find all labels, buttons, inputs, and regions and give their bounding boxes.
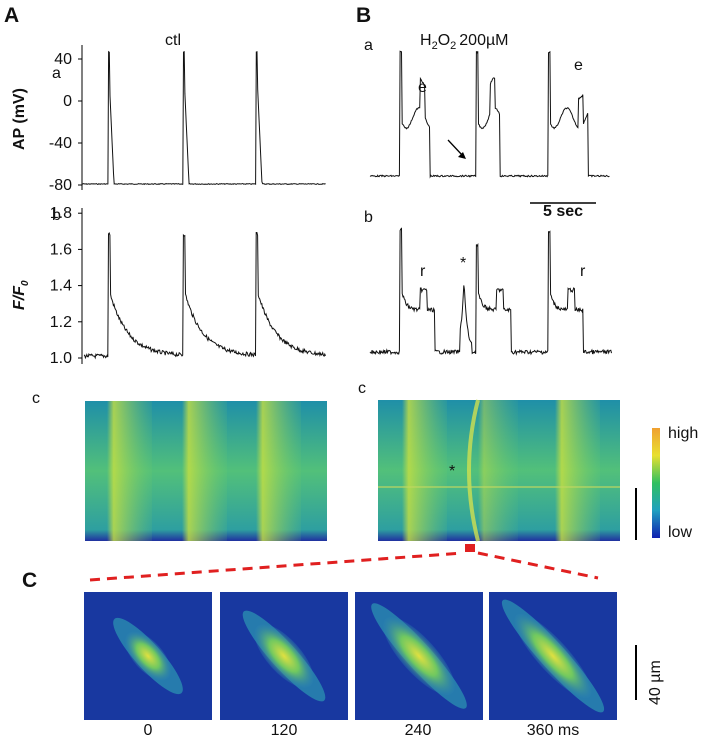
colorbar-label: high: [668, 425, 698, 442]
time-label: 0: [144, 722, 153, 739]
sub-label: b: [52, 207, 61, 224]
annotation: r: [420, 263, 426, 280]
cell-signal: [254, 624, 314, 688]
y-label: AP (mV): [11, 88, 28, 150]
arrow: [447, 139, 464, 157]
panel-label: C: [22, 569, 37, 592]
sub-label: a: [364, 37, 373, 54]
zoom-line: [477, 551, 599, 580]
trace: [369, 50, 610, 179]
annotation: e: [418, 79, 427, 96]
sub-label: c: [358, 380, 366, 397]
cell-signal: [125, 631, 171, 681]
title: ctl: [165, 32, 181, 49]
y-tick-label: 1.2: [50, 314, 72, 331]
sub-label: c: [32, 390, 40, 407]
y-tick-label: 1.6: [50, 241, 72, 258]
y-tick-label: 40: [54, 51, 72, 68]
y-tick-label: -40: [49, 135, 72, 152]
y-tick-label: 1.0: [50, 350, 72, 367]
time-label: 360 ms: [527, 722, 579, 739]
cell-signal: [514, 613, 592, 699]
linescan-ctl: [85, 401, 327, 541]
linescan-h2o2: *: [378, 399, 620, 542]
zoom-line: [89, 551, 464, 582]
scale-label: 40 µm: [647, 660, 664, 705]
sub-label: b: [364, 209, 373, 226]
panel-label: B: [356, 4, 371, 27]
panel-label: A: [4, 4, 19, 27]
time-label: 120: [271, 722, 298, 739]
time-marker: [465, 544, 475, 552]
annotation: *: [460, 255, 466, 272]
trace: [369, 227, 612, 356]
time-label: 240: [405, 722, 432, 739]
y-tick-label: -80: [49, 177, 72, 194]
y-tick-label: 1.8: [50, 205, 72, 222]
annotation: r: [580, 263, 586, 280]
sub-label: a: [52, 65, 61, 82]
marker: *: [449, 463, 455, 480]
trace: [82, 50, 326, 186]
cell-signal: [383, 617, 455, 695]
colorbar: [652, 428, 660, 538]
trace: [83, 231, 326, 360]
scale-label: 5 sec: [543, 203, 583, 220]
colorbar-label: low: [668, 524, 692, 541]
y-tick-label: 1.4: [50, 278, 72, 295]
y-tick-label: 0: [63, 93, 72, 110]
y-label: F/F0: [11, 280, 31, 310]
arrow-head: [458, 152, 466, 159]
annotation: e: [574, 57, 583, 74]
title: H2O2 200µM: [420, 32, 509, 52]
